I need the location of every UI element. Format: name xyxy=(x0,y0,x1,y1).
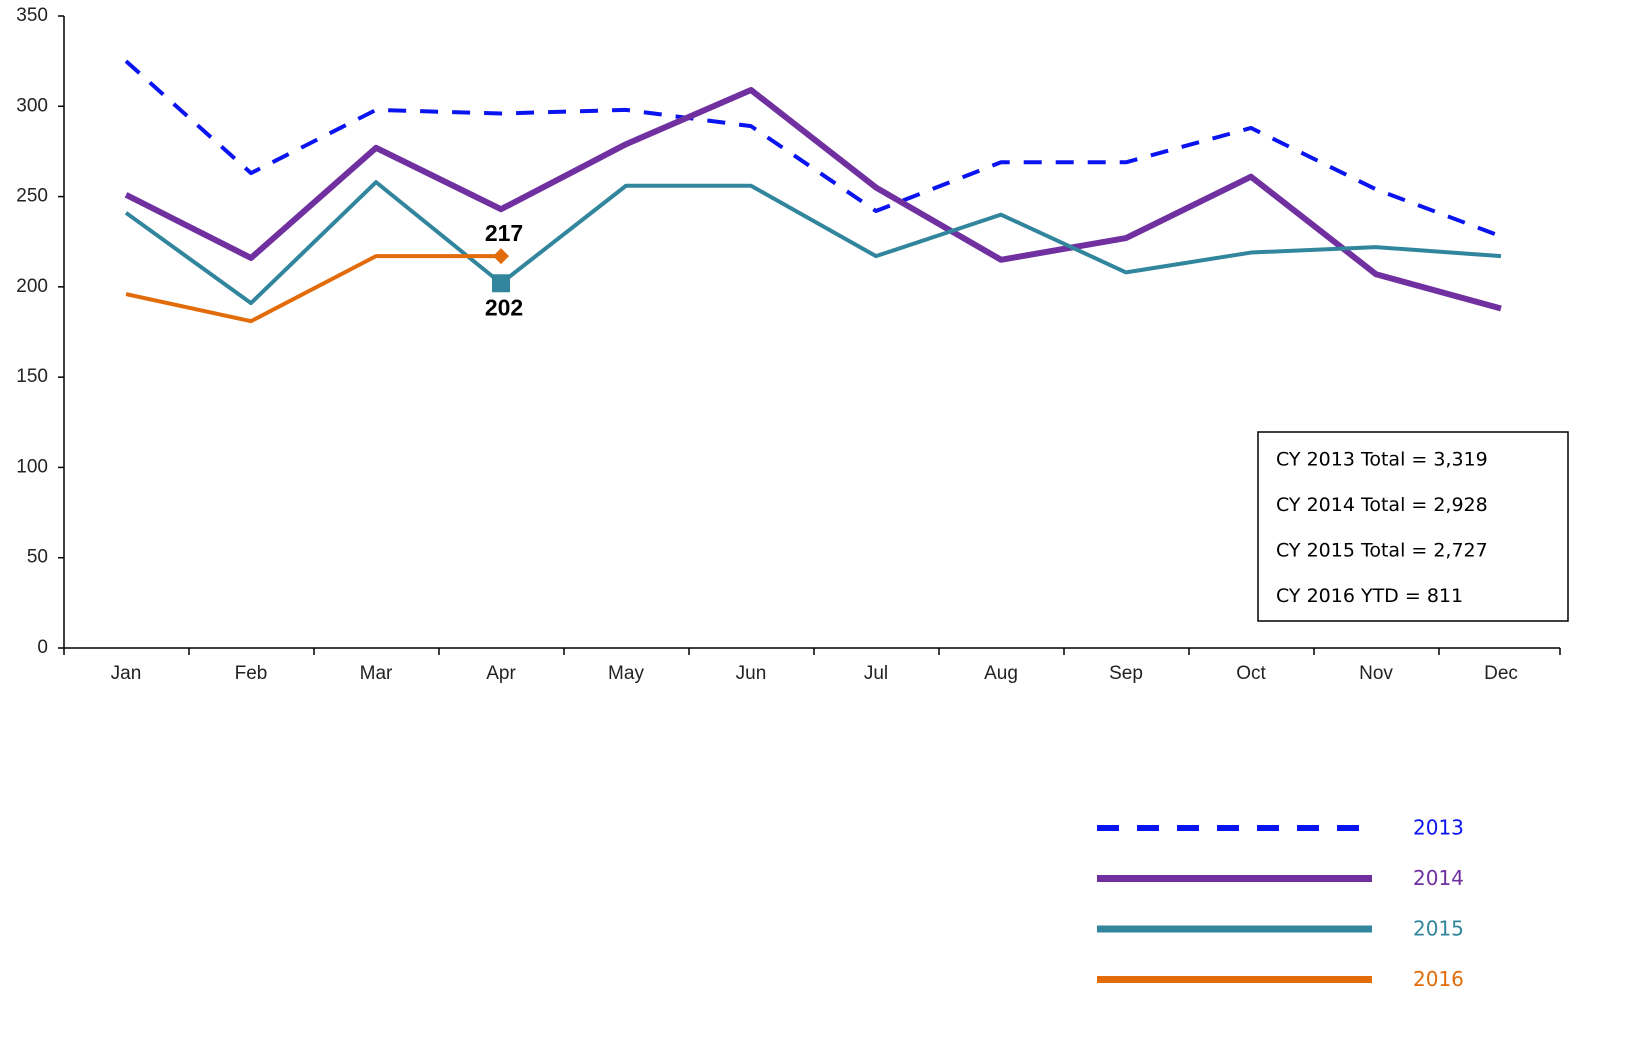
series-line xyxy=(124,87,1502,312)
totals-box: CY 2013 Total = 3,319 CY 2014 Total = 2,9… xyxy=(1257,431,1569,622)
x-tick-label: Nov xyxy=(1359,663,1393,684)
x-tick-label: Jul xyxy=(864,663,888,684)
x-tick-label: May xyxy=(608,663,644,684)
x-tick-label: Oct xyxy=(1236,663,1266,684)
x-tick-label: Jun xyxy=(736,663,767,684)
annotation: CY 2014 Total = 2,928 xyxy=(1276,494,1488,516)
x-tick-label: Jan xyxy=(111,663,142,684)
point-marker xyxy=(493,248,509,265)
y-tick-label: 300 xyxy=(16,95,48,116)
legend-label: 2013 xyxy=(1413,816,1464,840)
legend-label: 2015 xyxy=(1413,917,1464,941)
annotation: CY 2016 YTD = 811 xyxy=(1276,585,1463,607)
y-tick-label: 350 xyxy=(16,5,48,26)
series-line xyxy=(125,254,501,324)
x-tick-label: Mar xyxy=(360,663,393,684)
legend-label: 2016 xyxy=(1413,967,1464,991)
y-tick-label: 250 xyxy=(16,186,48,207)
x-tick-label: Apr xyxy=(486,663,516,684)
x-tick-label: Aug xyxy=(984,663,1018,684)
totals-frame xyxy=(1257,431,1569,622)
y-tick-label: 100 xyxy=(16,456,48,477)
y-tick-label: 150 xyxy=(16,366,48,387)
x-tick-label: Feb xyxy=(235,663,268,684)
y-tick-label: 0 xyxy=(37,637,48,658)
data-label: 202 xyxy=(485,294,523,320)
y-tick-label: 200 xyxy=(16,276,48,297)
legend-label: 2014 xyxy=(1413,866,1464,890)
x-tick-label: Dec xyxy=(1484,663,1518,684)
annotation: CY 2013 Total = 3,319 xyxy=(1276,449,1488,471)
series-line xyxy=(124,180,1502,306)
y-tick-label: 50 xyxy=(27,547,48,568)
annotation: CY 2015 Total = 2,727 xyxy=(1276,540,1488,562)
x-tick-label: Sep xyxy=(1109,663,1143,684)
data-label: 217 xyxy=(485,220,523,246)
point-marker xyxy=(492,274,510,293)
